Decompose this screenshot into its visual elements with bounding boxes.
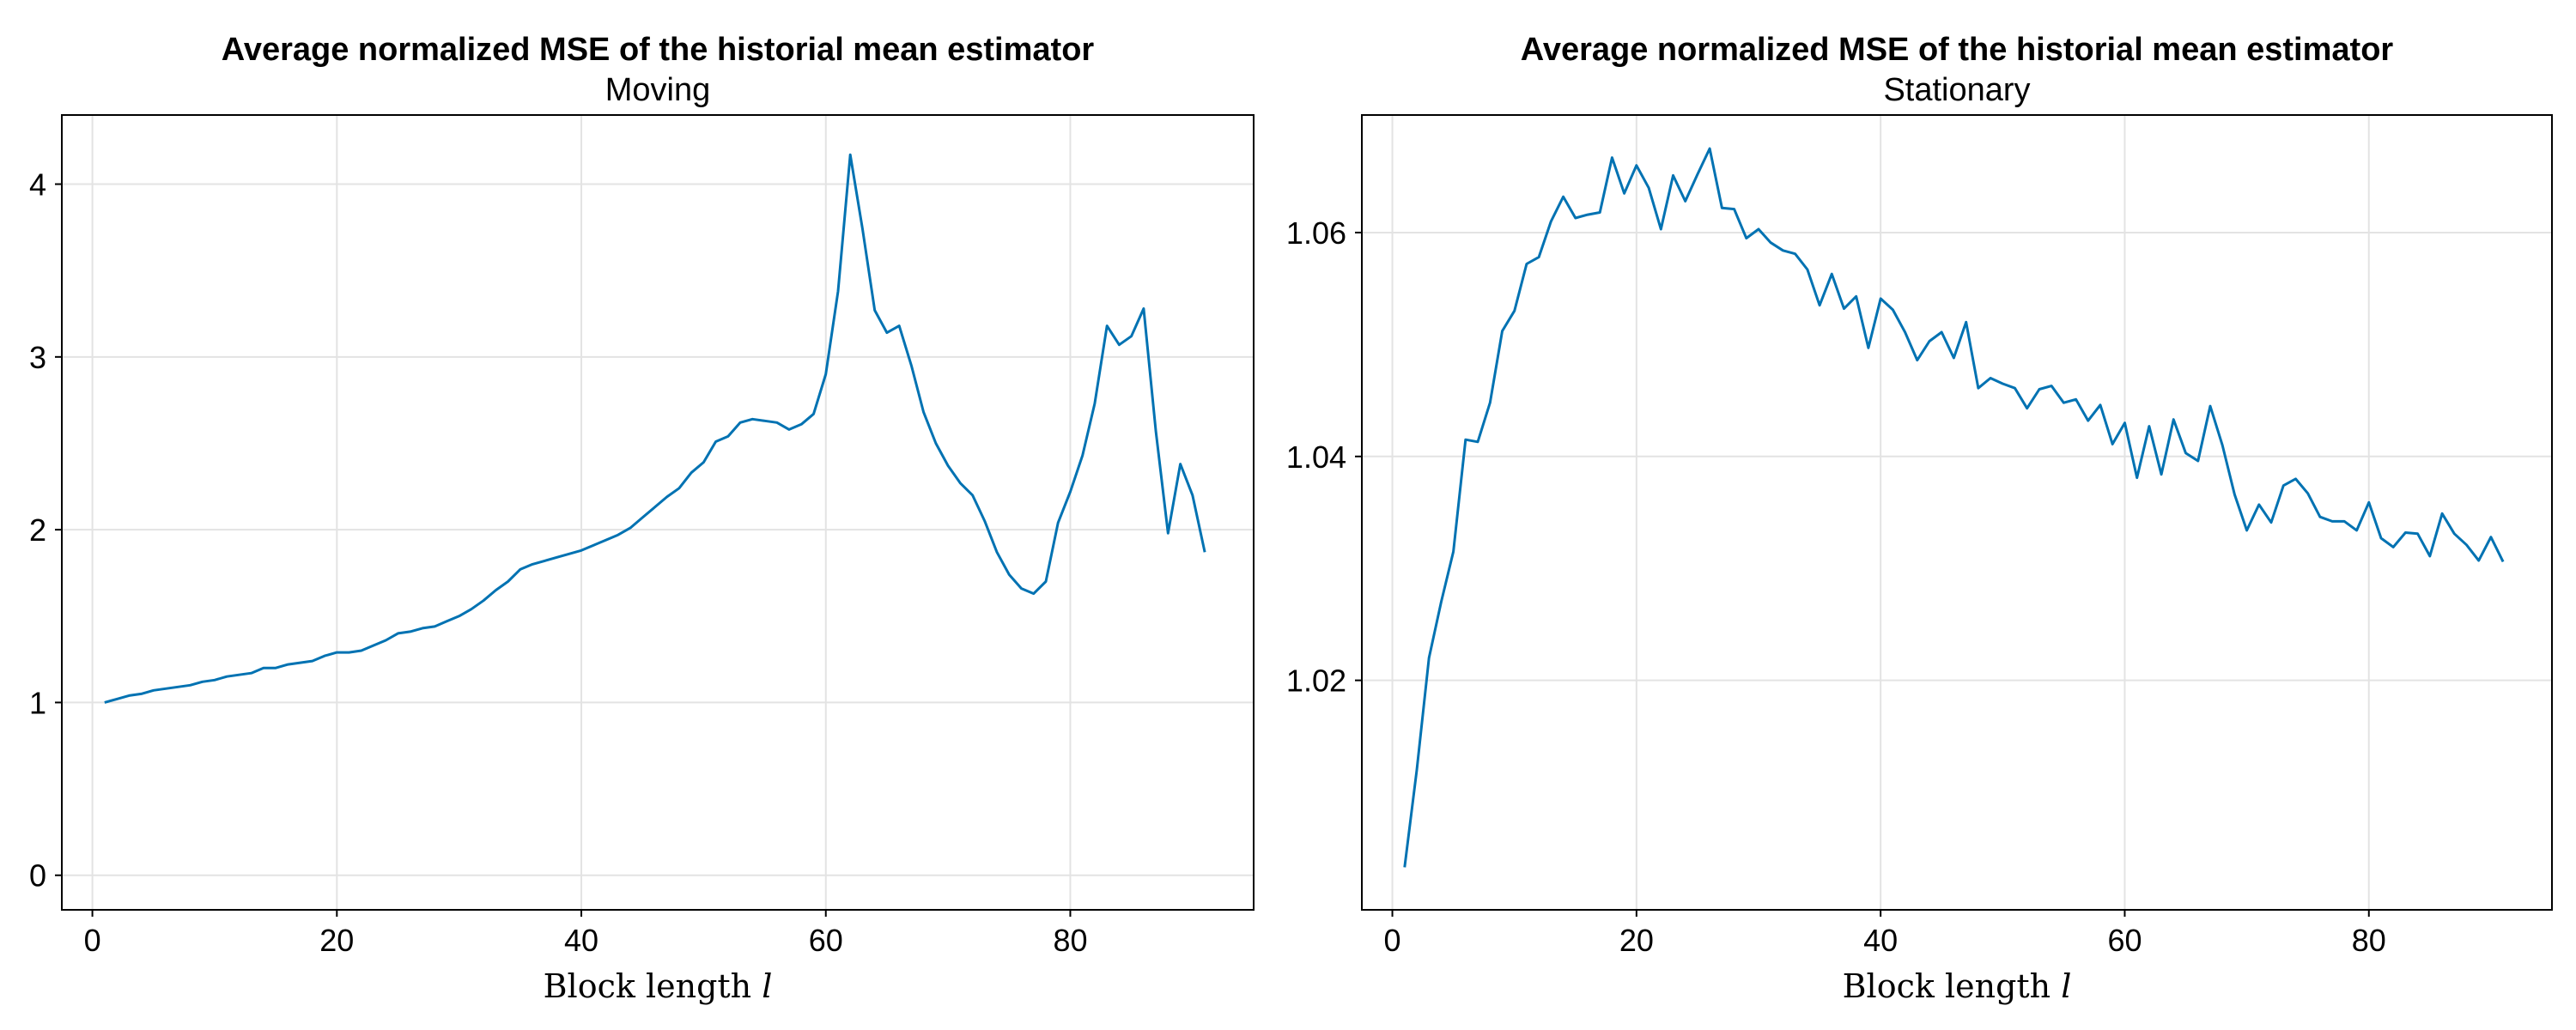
x-axis-label-text: Block length	[1843, 967, 2062, 1005]
x-tick-label: 0	[1384, 923, 1401, 958]
chart-subtitle: Moving	[605, 72, 711, 108]
x-axis-label-text: Block length	[544, 967, 762, 1005]
y-tick-label: 1.02	[1286, 663, 1346, 699]
x-axis-label: Block length l	[544, 967, 773, 1005]
y-tick-label: 1.04	[1286, 439, 1346, 475]
x-axis-label: Block length l	[1843, 967, 2072, 1005]
x-tick-label: 60	[809, 923, 843, 958]
x-tick-label: 20	[319, 923, 354, 958]
x-axis-label-var: l	[2061, 967, 2071, 1005]
y-tick-label: 4	[29, 167, 46, 203]
y-tick-label: 1	[29, 685, 46, 720]
y-tick-label: 2	[29, 512, 46, 548]
x-tick-label: 80	[1053, 923, 1087, 958]
x-tick-label: 40	[564, 923, 598, 958]
x-tick-label: 20	[1619, 923, 1654, 958]
y-tick-label: 0	[29, 858, 46, 894]
x-tick-label: 80	[2352, 923, 2386, 958]
x-tick-label: 40	[1863, 923, 1898, 958]
chart-title: Average normalized MSE of the historial …	[1521, 32, 2394, 68]
chart-subtitle: Stationary	[1883, 72, 2030, 108]
chart-title: Average normalized MSE of the historial …	[222, 32, 1095, 68]
x-tick-label: 60	[2107, 923, 2142, 958]
x-axis-label-var: l	[762, 967, 772, 1005]
y-tick-label: 3	[29, 340, 46, 375]
y-tick-label: 1.06	[1286, 215, 1346, 251]
x-tick-label: 0	[84, 923, 101, 958]
